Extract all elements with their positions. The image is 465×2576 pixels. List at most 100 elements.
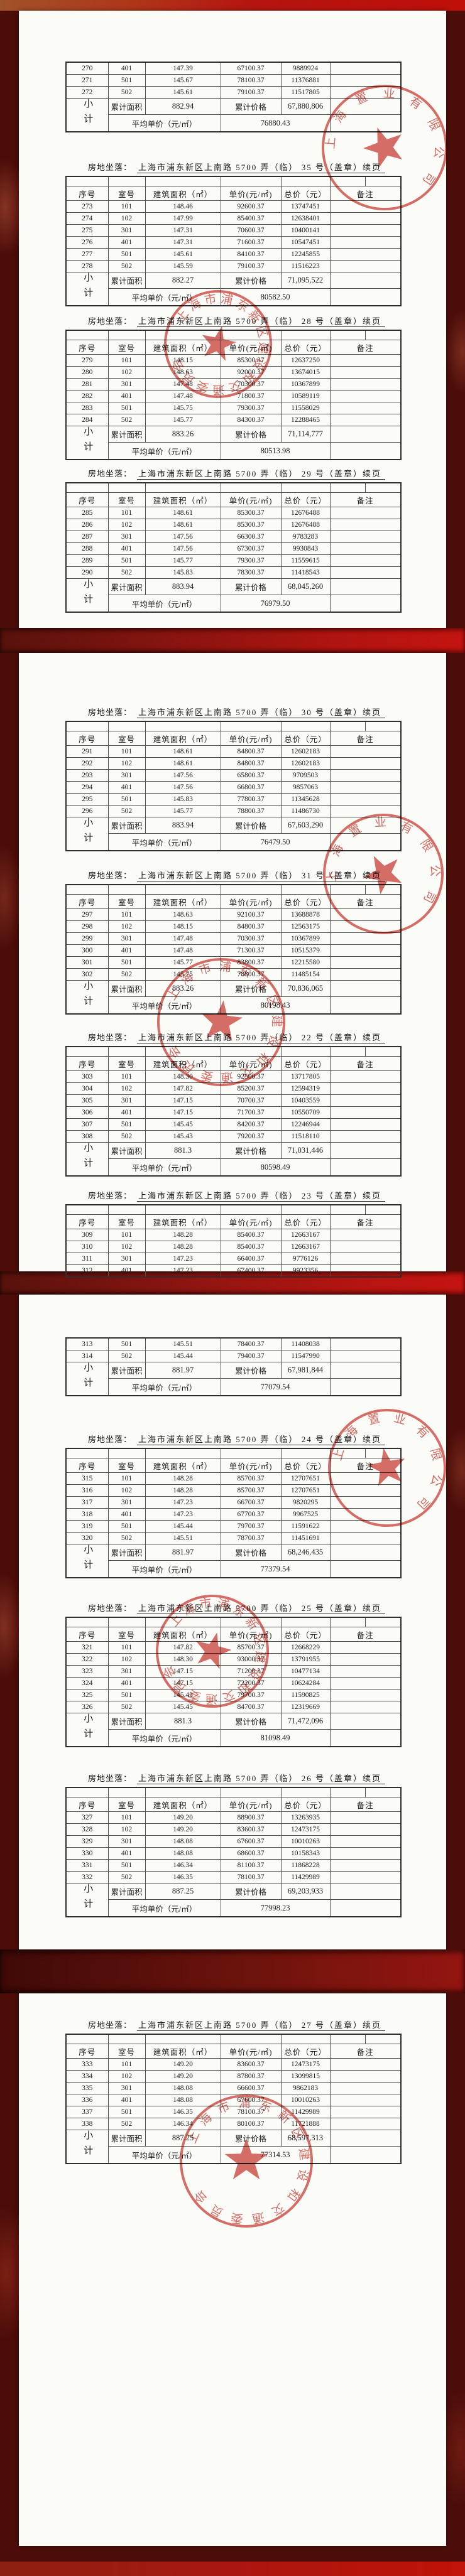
table-row: 319 501 145.44 79700.37 11591622 [65,1520,402,1533]
remark-cell [329,1264,402,1278]
room-cell: 502 [107,968,146,981]
column-header: 备注 [329,731,402,746]
table-row: 328 102 149.20 83600.37 12473175 [65,1823,402,1836]
remark-cell [329,1689,402,1701]
room-cell: 102 [107,212,146,225]
column-header: 建筑面积（㎡） [145,731,221,746]
room-cell: 501 [107,1337,146,1350]
column-header: 总价（元） [280,492,331,507]
remark-cell [329,1496,402,1509]
remark-cell [329,1130,402,1143]
area-cell: 145.59 [145,260,221,272]
spacer-cell [65,721,109,731]
total-price-cell: 12638401 [280,212,331,225]
spacer-cell [107,1787,146,1797]
cumulative-area-value: 881.3 [145,1712,221,1730]
room-cell: 401 [107,1677,146,1689]
unit-price-cell: 85300.37 [220,507,282,519]
table-row: 282 401 147.48 71800.37 10589119 [65,390,402,402]
cumulative-price-value: 70,836,065 [280,979,331,998]
seq-cell: 309 [65,1229,109,1241]
cumulative-area-label: 累计面积 [107,97,146,116]
remark-cell [329,402,402,414]
unit-price-cell: 79700.37 [220,1689,282,1701]
room-cell: 401 [107,1508,146,1521]
table-row: 286 102 148.61 85300.37 12676488 [65,519,402,531]
location-label: 房地坐落： [88,163,133,172]
cumulative-price-value: 68,597,313 [280,2129,331,2147]
room-cell: 401 [107,62,146,75]
column-header: 单价(元/㎡) [220,2044,282,2059]
room-cell: 101 [107,745,146,758]
column-header-row: 序号 室号 建筑面积（㎡） 单价(元/㎡) 总价（元） 备注 [65,1458,402,1473]
subtotal-label-cell: 小计 [65,1544,109,1578]
cumulative-price-label: 累计价格 [220,2129,282,2147]
column-header: 总价（元） [280,1214,331,1229]
average-price-value: 81098.49 [220,1729,331,1747]
unit-price-cell: 85700.37 [220,1641,282,1654]
total-price-cell: 12288465 [280,414,331,426]
spacer-cell [329,1617,366,1627]
average-price-row: 平均单价（元/㎡） 81098.49 [66,1729,402,1747]
column-header: 备注 [329,2044,402,2059]
remark-cell [329,1229,402,1241]
cumulative-area-label: 累计面积 [107,1141,146,1160]
remark-cell [329,1484,402,1497]
table-row: 283 501 145.75 79300.37 11558029 [65,402,402,414]
total-price-cell: 12246944 [280,1118,331,1131]
remark-cell [329,1253,402,1265]
cumulative-price-label: 累计价格 [220,425,282,443]
room-cell: 301 [107,378,146,391]
column-header: 总价（元） [280,1797,331,1812]
area-cell: 145.43 [145,1689,221,1701]
location-label: 房地坐落： [88,316,133,326]
table-row: 332 502 146.35 78100.37 11429989 [65,1871,402,1883]
table-row: 284 502 145.77 84300.37 12288465 [65,414,402,426]
building-section: 313 501 145.51 78400.37 11408038 314 502 145.44… [19,1337,446,1396]
average-price-row: 平均单价（元/㎡） 76880.43 [66,114,402,132]
remark-cell [329,442,402,460]
spacer-cell [364,1787,402,1797]
cumulative-area-value: 881.3 [145,1141,221,1160]
unit-price-cell: 79700.37 [220,1520,282,1533]
total-price-cell: 9857063 [280,781,331,794]
cumulative-area-value: 882.94 [145,97,221,116]
seq-cell: 328 [65,1823,109,1836]
seq-cell: 327 [65,1811,109,1824]
cumulative-area-label: 累计面积 [107,1882,146,1900]
spacer-cell [280,482,331,493]
total-price-cell: 9930843 [280,542,331,555]
spacer-cell [280,176,331,186]
seq-cell: 314 [65,1350,109,1362]
area-cell: 148.61 [145,745,221,758]
unit-price-cell: 71200.37 [220,1665,282,1678]
average-price-label: 平均单价（元/㎡） [107,595,221,613]
spacer-cell [220,330,282,340]
unit-price-cell: 66600.37 [220,2082,282,2094]
table-row: 277 501 145.61 84100.37 12245855 [65,248,402,261]
area-cell: 148.28 [145,1241,221,1253]
unit-price-cell: 83600.37 [220,1823,282,1836]
room-cell: 502 [107,1871,146,1883]
location-line: 房地坐落： 上海市浦东新区上南路 5700 弄（临） 29 号（盖章）续页 [88,467,446,481]
total-price-cell: 11485154 [280,968,331,981]
total-price-cell: 12663167 [280,1229,331,1241]
seq-cell: 297 [65,908,109,921]
remark-cell [329,519,402,531]
remark-cell [329,1859,402,1872]
total-price-cell: 10367899 [280,932,331,945]
seq-cell: 286 [65,519,109,531]
area-cell: 147.39 [145,62,221,75]
subtotal-row: 小计 累计面积 882.94 累计价格 67,880,806 [65,97,402,132]
total-price-cell: 12663167 [280,1241,331,1253]
column-header: 总价（元） [280,1627,331,1642]
room-cell: 101 [107,1070,146,1083]
spacer-cell [280,330,331,340]
total-price-cell: 13099815 [280,2070,331,2083]
table-row: 291 101 148.61 84800.37 12602183 [65,745,402,758]
area-cell: 145.51 [145,1532,221,1544]
area-cell: 148.61 [145,519,221,531]
total-price-cell: 11591622 [280,1520,331,1533]
seq-cell: 296 [65,805,109,817]
spacer-cell [107,482,146,493]
